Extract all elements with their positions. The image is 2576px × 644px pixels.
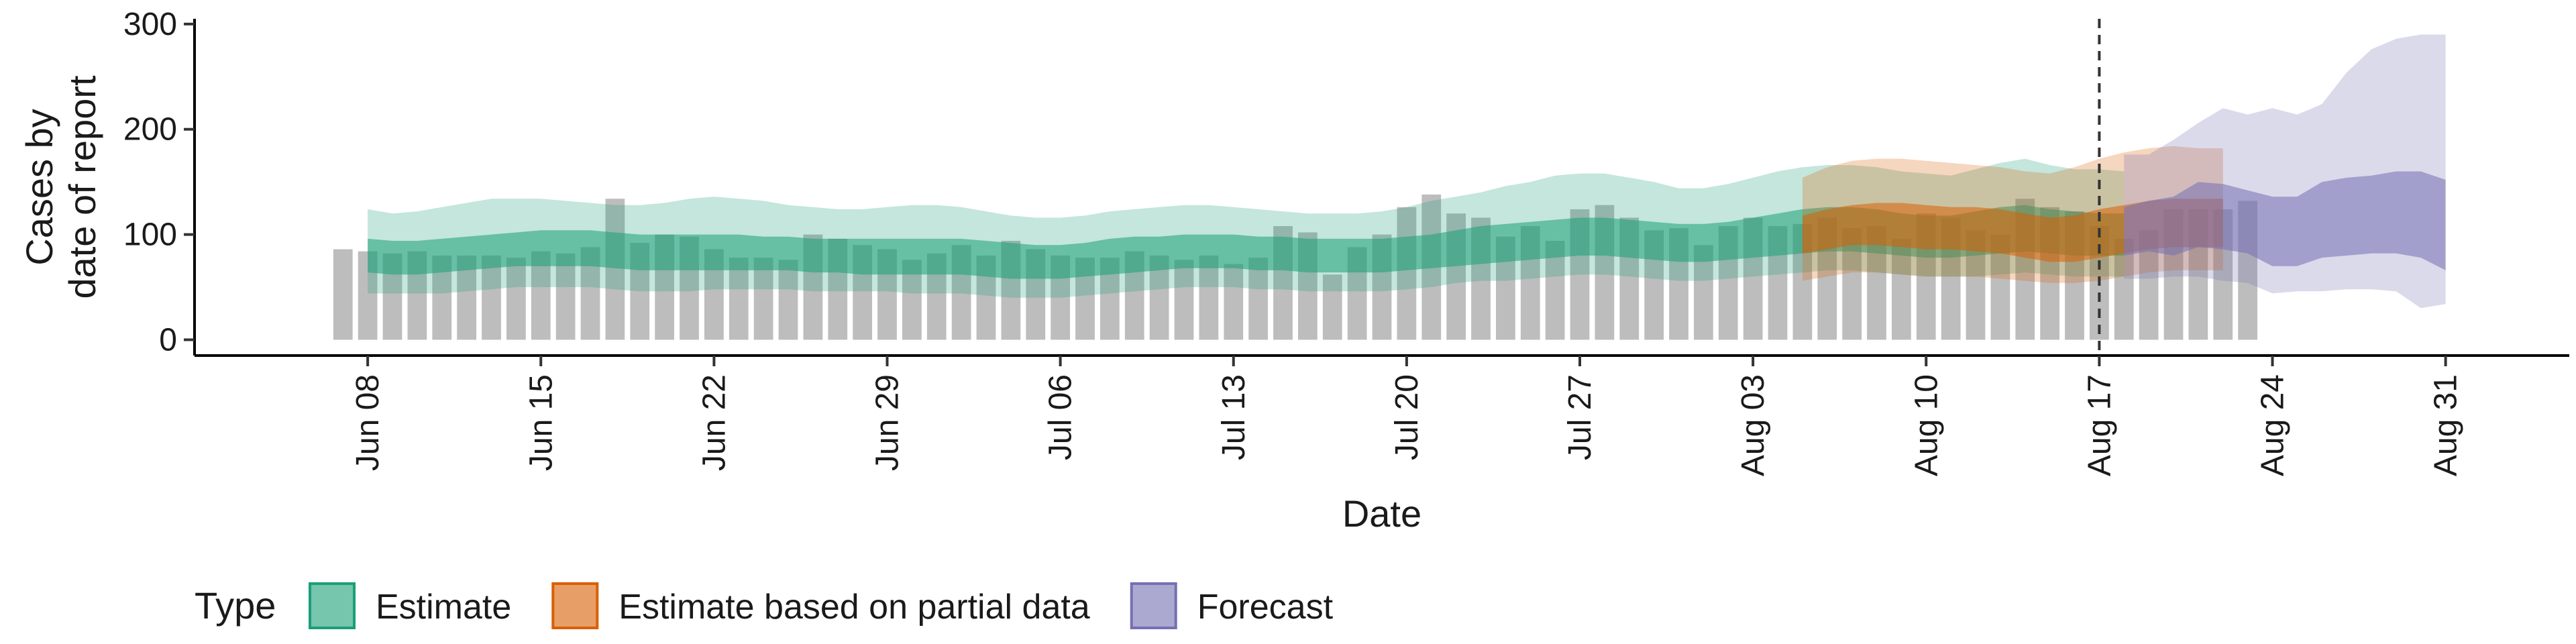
reported-cases-bar: [1397, 207, 1417, 340]
forecast-outer-band: [2124, 34, 2446, 309]
x-tick-label: Aug 03: [1735, 374, 1771, 476]
legend-swatch-forecast: [1130, 582, 1177, 629]
reported-cases-bar: [555, 253, 576, 340]
y-axis-label-line-1: Cases by: [18, 109, 60, 265]
x-tick-label: Jun 22: [696, 374, 732, 471]
x-tick-label: Jun 29: [870, 374, 906, 471]
legend-item-estimate-based-on-partial-data: Estimate based on partial data: [551, 582, 1090, 629]
x-tick-label: Jun 15: [523, 374, 559, 471]
y-axis: 0 100 200 300: [123, 7, 196, 358]
legend-item-estimate: Estimate: [309, 582, 511, 629]
y-tick-label: 300: [123, 7, 177, 42]
x-tick-label: Jul 13: [1216, 374, 1252, 460]
y-axis-label-line-2: date of report: [61, 75, 103, 299]
reported-cases-bar: [605, 199, 625, 340]
x-tick-label: Aug 31: [2428, 374, 2464, 476]
y-tick-label: 100: [123, 217, 177, 253]
x-tick-label: Jul 06: [1043, 374, 1079, 460]
x-axis-label: Date: [1342, 492, 1421, 535]
x-tick-label: Aug 24: [2255, 374, 2291, 476]
x-axis: Jun 08 Jun 15 Jun 22 Jun 29 Jul 06 Jul 13 Jul …: [195, 354, 2569, 476]
reported-cases-bar: [729, 258, 749, 340]
legend-title: Type: [195, 584, 276, 627]
x-tick-label: Jul 27: [1562, 374, 1598, 460]
estimate-based-on-partial-data-inner-band: [1802, 199, 2223, 262]
reported-cases-bar: [482, 255, 501, 340]
reported-cases-bar: [333, 249, 353, 340]
legend-swatch-estimate-based-on-partial-data: [551, 582, 599, 629]
legend-item-forecast: Forecast: [1130, 582, 1334, 629]
legend: Type Estimate Estimate based on partial d…: [195, 582, 1334, 629]
y-tick-label: 200: [123, 112, 177, 148]
reported-cases-bar: [1224, 264, 1244, 340]
reported-cases-bar: [753, 258, 773, 340]
x-tick-label: Aug 10: [1909, 374, 1944, 476]
legend-swatch-estimate: [309, 582, 356, 629]
legend-label-estimate-based-on-partial-data: Estimate based on partial data: [619, 588, 1090, 627]
forecast-inner-band: [2124, 171, 2446, 270]
reported-cases-bar: [506, 258, 526, 340]
estimate-inner-band: [368, 205, 2125, 279]
x-tick-label: Jul 20: [1389, 374, 1425, 460]
y-tick-label: 0: [159, 322, 177, 358]
reported-cases-bar: [1199, 255, 1219, 340]
x-tick-label: Aug 17: [2082, 374, 2117, 476]
reported-cases-bar: [1174, 260, 1194, 340]
reported-cases-bar: [1248, 258, 1269, 340]
reported-cases-bar: [1322, 274, 1342, 340]
x-tick-label: Jun 08: [350, 374, 386, 471]
legend-label-forecast: Forecast: [1197, 588, 1334, 627]
reported-cases-bar: [778, 260, 798, 340]
legend-label-estimate: Estimate: [376, 588, 511, 627]
ribbons: [368, 34, 2446, 309]
